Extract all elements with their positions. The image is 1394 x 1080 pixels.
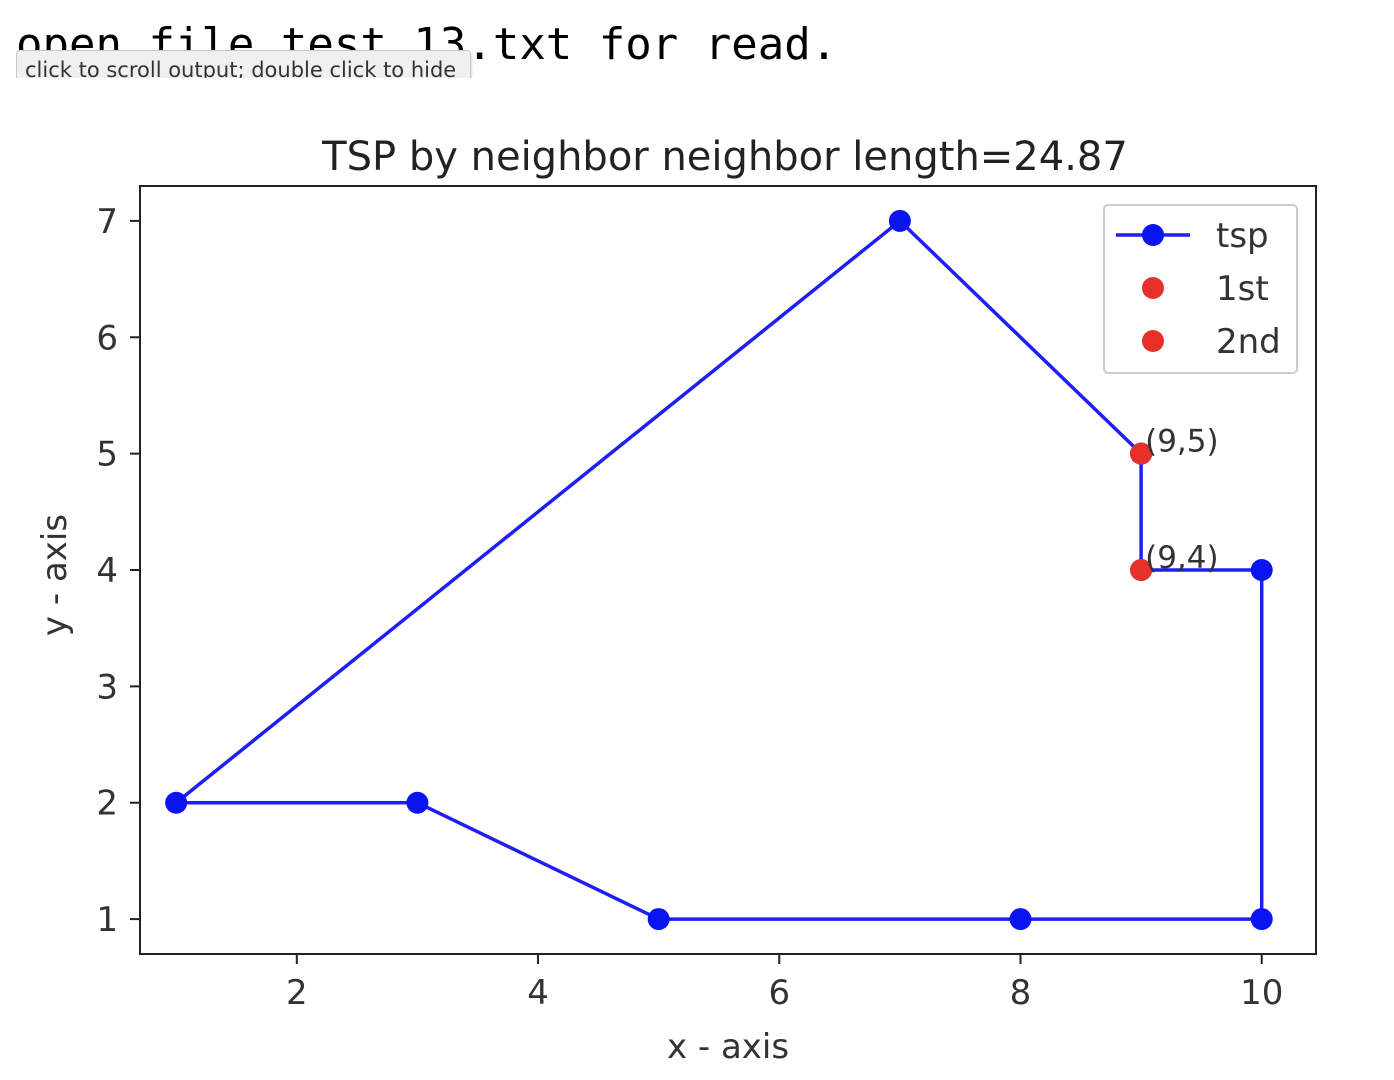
tsp-point [406, 791, 429, 814]
x-tick-label: 4 [527, 973, 549, 1013]
legend-marker [1142, 277, 1164, 299]
output-text: open file test 13.txt for read. [16, 19, 838, 70]
tsp-point [1250, 559, 1273, 581]
y-tick-label: 1 [96, 900, 118, 940]
tsp-route-line [174, 219, 1264, 921]
annotations: (9,5) (9,4) [1145, 424, 1219, 576]
y-tick-label: 6 [96, 318, 118, 358]
cell-output-area[interactable]: open file test 13.txt for read. click to… [16, 8, 1376, 78]
chart-title: TSP by neighbor neighbor length=24.87 [321, 134, 1128, 180]
series-layer [165, 209, 1273, 931]
scroll-output-tooltip[interactable]: click to scroll output; double click to … [16, 50, 472, 78]
x-tick-label: 6 [768, 973, 790, 1013]
x-axis-label: x - axis [667, 1027, 789, 1067]
y-tick-label: 3 [96, 667, 118, 707]
y-tick-label: 5 [96, 435, 118, 475]
y-axis-ticks: 1 2 3 4 5 6 7 [96, 202, 140, 940]
point-annotation: (9,4) [1145, 540, 1219, 576]
tsp-point [647, 908, 670, 931]
2nd-point [1130, 559, 1153, 581]
1st-point [1130, 442, 1153, 465]
x-tick-label: 8 [1010, 973, 1032, 1013]
legend-label: tsp [1216, 216, 1269, 256]
x-tick-label: 10 [1240, 973, 1283, 1013]
tsp-chart: TSP by neighbor neighbor length=24.87 2 4… [35, 134, 1317, 1067]
tsp-point [888, 209, 911, 232]
tsp-point [1250, 908, 1273, 931]
chart-container: TSP by neighbor neighbor length=24.87 2 4… [0, 100, 1394, 1076]
x-tick-label: 2 [286, 973, 308, 1013]
tsp-point [1009, 908, 1032, 931]
y-tick-label: 2 [96, 784, 118, 824]
legend: tsp 1st 2nd [1103, 204, 1298, 374]
point-annotation: (9,5) [1145, 424, 1219, 460]
legend-label: 2nd [1216, 322, 1281, 362]
legend-marker [1142, 330, 1164, 352]
y-tick-label: 4 [96, 551, 118, 591]
x-axis-ticks: 2 4 6 8 10 [286, 954, 1283, 1013]
legend-marker [1142, 224, 1164, 246]
y-axis-label: y - axis [35, 514, 75, 636]
legend-label: 1st [1216, 269, 1269, 309]
tsp-point [165, 791, 188, 814]
y-tick-label: 7 [96, 202, 118, 242]
